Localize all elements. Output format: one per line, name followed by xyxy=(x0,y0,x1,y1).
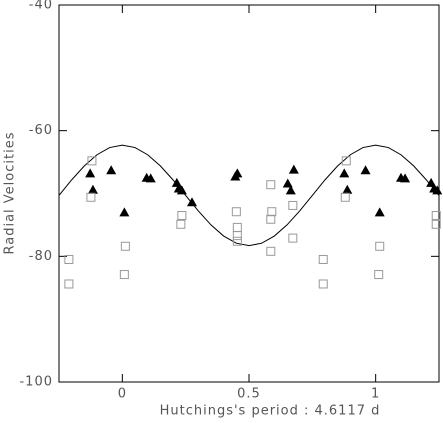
square-point xyxy=(64,279,74,289)
triangle-point xyxy=(187,197,197,207)
plot-frame xyxy=(58,4,440,383)
square-point xyxy=(232,236,242,246)
square-point xyxy=(341,156,351,166)
square-point xyxy=(431,219,441,229)
x-axis-label: Hutchings's period : 4.6117 d xyxy=(160,404,381,419)
triangle-point xyxy=(106,165,117,175)
y-tick-label: -80 xyxy=(29,249,53,264)
square-point xyxy=(266,180,276,190)
square-point xyxy=(266,214,276,224)
triangle-point xyxy=(360,165,371,175)
square-point xyxy=(120,241,130,251)
x-tick-label: 0.5 xyxy=(237,387,261,402)
square-point xyxy=(86,192,96,202)
x-tick-label: 0 xyxy=(118,387,127,402)
square-point xyxy=(64,254,74,264)
y-tick-label: -100 xyxy=(19,375,53,390)
square-point xyxy=(177,210,187,220)
triangle-point xyxy=(374,207,385,217)
y-axis-label: Radial Velocities xyxy=(3,132,18,255)
triangle-point xyxy=(342,184,353,194)
square-point xyxy=(375,241,385,251)
triangle-point xyxy=(119,207,130,217)
y-tick-label: -40 xyxy=(29,0,53,13)
triangle-point xyxy=(400,173,411,183)
triangle-point xyxy=(285,185,296,195)
square-point xyxy=(431,210,441,220)
square-point xyxy=(267,207,277,217)
triangle-point xyxy=(171,177,182,187)
square-point xyxy=(318,279,328,289)
triangle-point xyxy=(432,185,443,195)
square-point xyxy=(318,254,328,264)
square-point xyxy=(288,233,298,243)
triangle-point xyxy=(87,184,98,194)
square-point xyxy=(232,231,242,241)
triangle-point xyxy=(145,173,156,183)
triangle-point xyxy=(176,185,187,195)
square-point xyxy=(231,207,241,217)
square-point xyxy=(232,222,242,232)
square-point xyxy=(87,156,97,166)
triangle-point xyxy=(85,168,96,178)
x-tick-label: 1 xyxy=(371,387,380,402)
triangle-point xyxy=(282,178,293,188)
square-point xyxy=(119,270,129,280)
triangle-point xyxy=(288,164,299,174)
fit-curve xyxy=(58,144,440,247)
square-point xyxy=(374,270,384,280)
triangle-point xyxy=(232,168,243,178)
square-point xyxy=(176,219,186,229)
square-point xyxy=(340,192,350,202)
y-tick-label: -60 xyxy=(29,123,53,138)
square-point xyxy=(266,246,276,256)
triangle-point xyxy=(339,168,350,178)
square-point xyxy=(288,200,298,210)
